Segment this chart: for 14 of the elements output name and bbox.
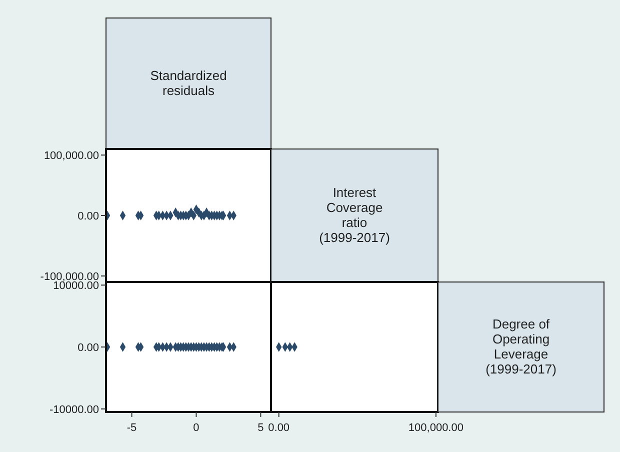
y-tick-label: 10000.00 xyxy=(53,280,99,292)
x-tick-label: -5 xyxy=(126,422,137,434)
x-tick-label: 0 xyxy=(193,422,200,434)
text: Degree of Operating Leverage (1999-2017) xyxy=(486,316,556,376)
x-tick-label: 0.00 xyxy=(268,422,290,434)
y-tick-label: -10000.00 xyxy=(49,404,99,416)
x-tick-label: 100,000.00 xyxy=(408,422,464,434)
x-tick-label: 5 xyxy=(258,422,264,434)
y-tick-label: 0.00 xyxy=(78,210,99,222)
text: Standardized residuals xyxy=(150,68,227,98)
y-tick-label: 100,000.00 xyxy=(44,150,99,162)
y-tick-label: -100,000.00 xyxy=(40,270,99,283)
text: Interest Coverage ratio (1999-2017) xyxy=(319,185,390,245)
y-tick-label: 0.00 xyxy=(78,342,99,354)
